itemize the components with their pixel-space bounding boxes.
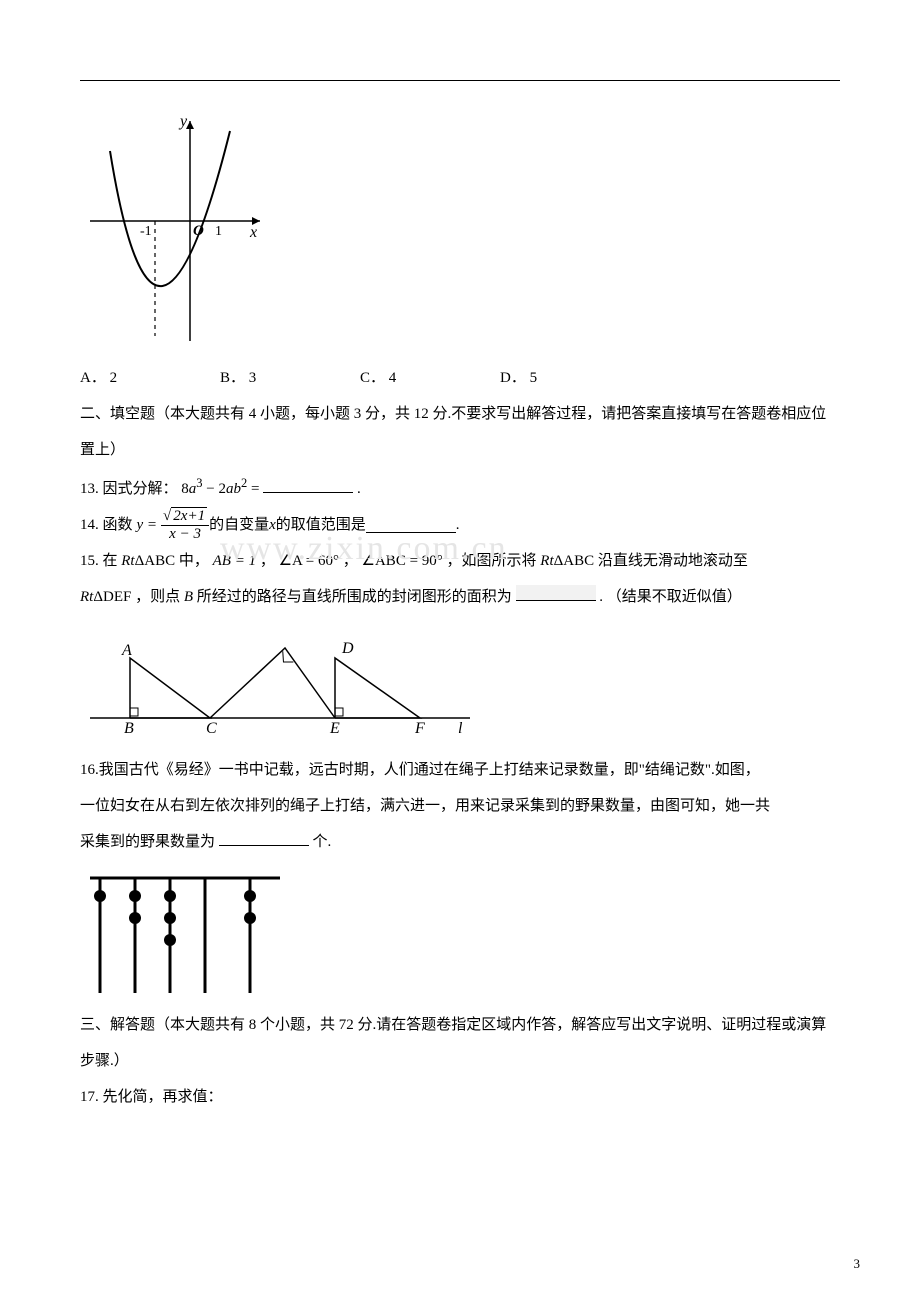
q16-line2: 一位妇女在从右到左依次排列的绳子上打结，满六进一，用来记录采集到的野果数量，由图… [80, 788, 840, 824]
rt: Rt [121, 553, 134, 569]
q14-mid: 的自变量 [209, 507, 269, 543]
c: ， [260, 553, 279, 569]
angABC: ∠ABC = 90° [362, 553, 443, 569]
svg-text:l: l [458, 720, 463, 737]
q14-yeq: y = [137, 507, 158, 543]
t: 中， [179, 553, 213, 569]
opt-val: 3 [249, 370, 257, 386]
opt-letter: B． [220, 370, 245, 386]
q15-blank [516, 585, 596, 601]
q17: 17. 先化简，再求值： [80, 1079, 840, 1115]
svg-text:F: F [414, 720, 425, 737]
q14-fraction: √2x+1 x − 3 [161, 508, 209, 542]
svg-text:-1: -1 [140, 224, 152, 239]
svg-text:1: 1 [215, 224, 222, 239]
q16-line1: 16.我国古代《易经》一书中记载，远古时期，人们通过在绳子上打结来记录数量，即"… [80, 752, 840, 788]
angA: ∠A = 60° [279, 553, 339, 569]
q16-blank [219, 830, 309, 846]
q15-line1: 15. 在 RtΔABC 中， AB = 1 ， ∠A = 60° ， ∠ABC… [80, 543, 840, 579]
rt: Rt [80, 589, 93, 605]
opt-val: 2 [110, 370, 118, 386]
q12-opt-b: B． 3 [220, 360, 360, 396]
q12-parabola-figure: y x O -1 1 [80, 111, 840, 356]
svg-text:y: y [178, 113, 188, 130]
q16-line3: 采集到的野果数量为 个. [80, 824, 840, 860]
q14-var: x [269, 507, 276, 543]
q12-opt-d: D． 5 [500, 360, 640, 396]
opt-letter: D． [500, 370, 526, 386]
svg-text:O: O [193, 223, 204, 239]
q13-label: 13. 因式分解： [80, 481, 178, 497]
ab: AB = 1 [213, 553, 256, 569]
opt-letter: C． [360, 370, 385, 386]
svg-text:B: B [124, 720, 134, 737]
tri: ΔABC [554, 553, 595, 569]
q14: 14. 函数 y = √2x+1 x − 3 的自变量 x 的取值范围是 . [80, 507, 840, 543]
svg-text:D: D [341, 640, 354, 657]
svg-text:A: A [121, 642, 132, 659]
svg-text:C: C [206, 720, 217, 737]
t: 个. [313, 834, 332, 850]
tri: ΔABC [135, 553, 176, 569]
t: 采集到的野果数量为 [80, 834, 215, 850]
section2-heading: 二、填空题（本大题共有 4 小题，每小题 3 分，共 12 分.不要求写出解答过… [80, 396, 840, 468]
q13-expr: 8a3 − 2ab2 = [181, 481, 259, 497]
c: ， [343, 553, 362, 569]
opt-val: 5 [530, 370, 538, 386]
q13-tail: . [357, 481, 361, 497]
opt-val: 4 [389, 370, 397, 386]
q12-opt-a: A． 2 [80, 360, 220, 396]
q12-options: A． 2 B． 3 C． 4 D． 5 [80, 360, 840, 396]
page-number: 3 [854, 1256, 861, 1272]
rt: Rt [540, 553, 553, 569]
opt-letter: A． [80, 370, 106, 386]
q12-opt-c: C． 4 [360, 360, 500, 396]
section3-heading: 三、解答题（本大题共有 8 个小题，共 72 分.请在答题卷指定区域内作答，解答… [80, 1007, 840, 1079]
t: 沿直线无滑动地滚动至 [598, 553, 748, 569]
q13: 13. 因式分解： 8a3 − 2ab2 = . [80, 468, 840, 507]
q15-rolling-figure: A B C D E F l [80, 623, 840, 748]
t: ，如图所示将 [447, 553, 541, 569]
b: B [184, 589, 193, 605]
q14-tail2: . [456, 507, 460, 543]
t: . （结果不取近似值） [599, 589, 742, 605]
q14-tail1: 的取值范围是 [276, 507, 366, 543]
q14-blank [366, 517, 456, 533]
t: 15. 在 [80, 553, 121, 569]
t: 所经过的路径与直线所围成的封闭图形的面积为 [197, 589, 512, 605]
q13-blank [263, 477, 353, 493]
svg-text:x: x [249, 224, 257, 241]
t: ，则点 [135, 589, 184, 605]
q16-knot-figure [80, 868, 840, 1003]
q14-label: 14. 函数 [80, 507, 133, 543]
tri: ΔDEF [93, 589, 131, 605]
q15-line2: RtΔDEF ，则点 B 所经过的路径与直线所围成的封闭图形的面积为 . （结果… [80, 579, 840, 615]
svg-text:E: E [329, 720, 340, 737]
